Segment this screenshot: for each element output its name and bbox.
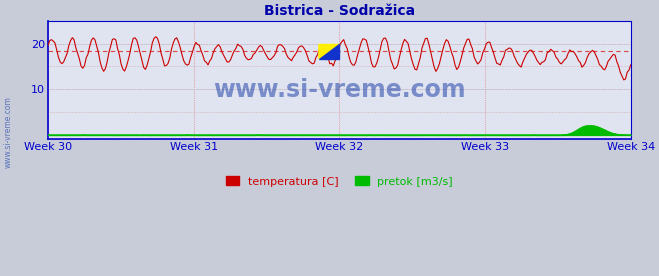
Text: www.si-vreme.com: www.si-vreme.com <box>213 78 466 102</box>
Polygon shape <box>319 44 339 59</box>
Title: Bistrica - Sodražica: Bistrica - Sodražica <box>264 4 415 18</box>
Polygon shape <box>319 44 339 59</box>
Legend: temperatura [C], pretok [m3/s]: temperatura [C], pretok [m3/s] <box>221 172 457 191</box>
Text: www.si-vreme.com: www.si-vreme.com <box>3 97 13 168</box>
